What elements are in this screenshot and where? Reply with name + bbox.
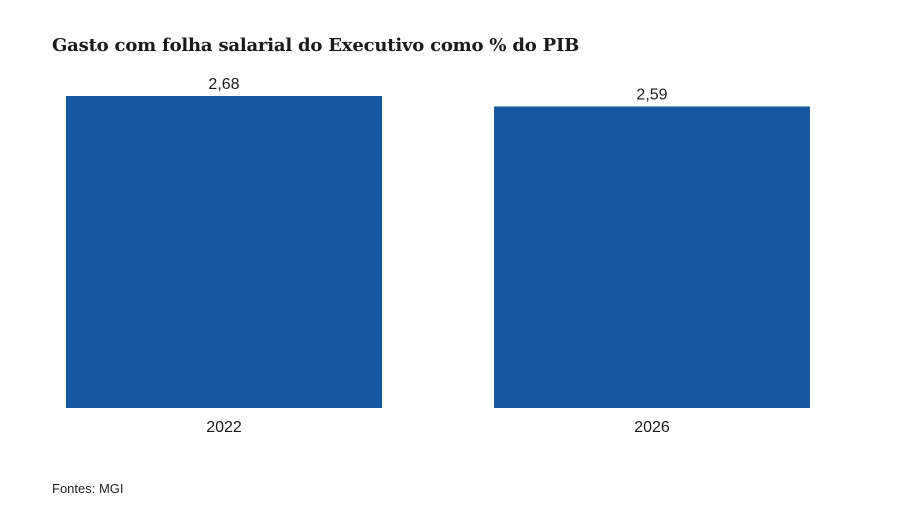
source-note: Fontes: MGI [52,481,124,496]
value-label-2026: 2,59 [636,86,667,103]
chart-title: Gasto com folha salarial do Executivo co… [52,35,580,56]
value-label-2022: 2,68 [208,76,239,93]
category-label-2026: 2026 [634,419,670,436]
category-label-2022: 2022 [206,419,242,436]
bar-2022 [66,96,382,408]
bar-2026 [494,106,810,409]
